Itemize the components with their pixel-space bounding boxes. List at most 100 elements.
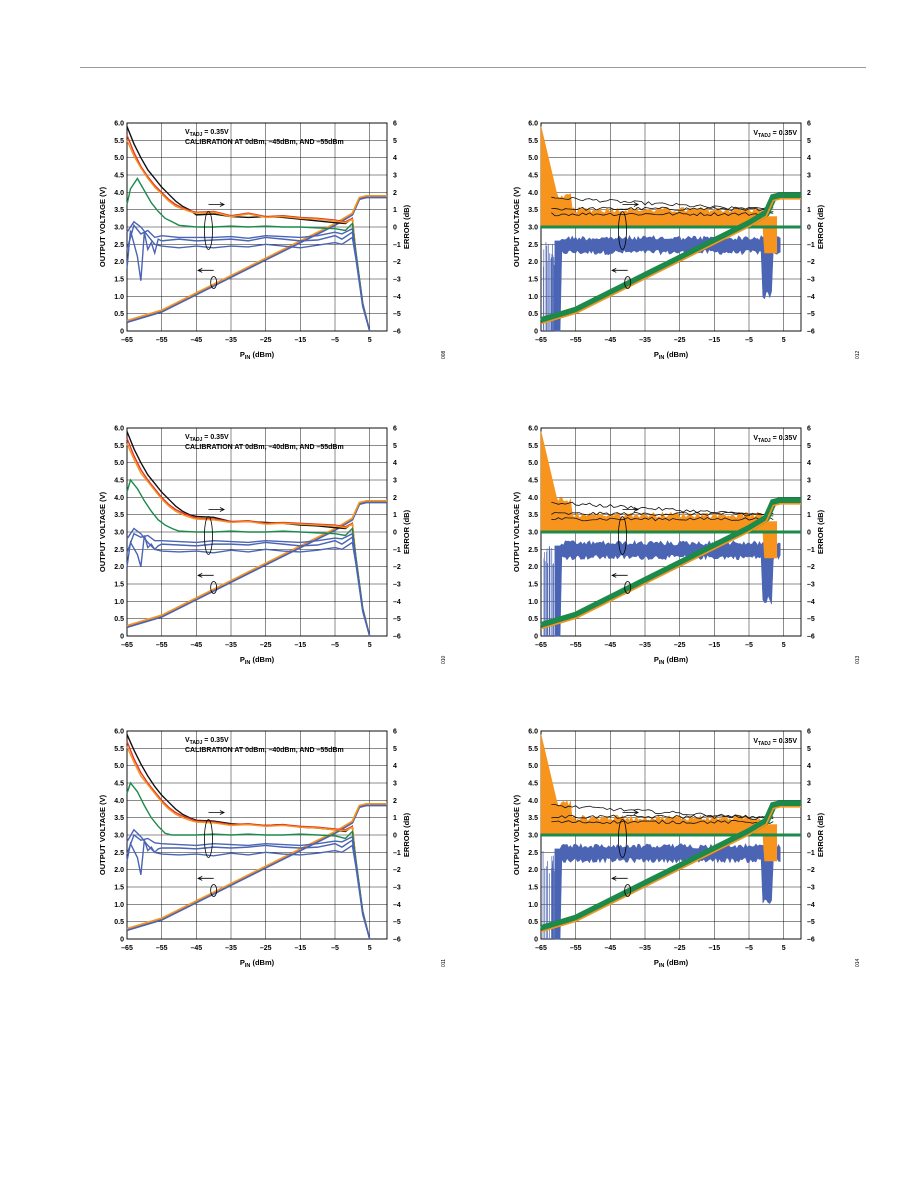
y-right-tick-label: –3 — [807, 277, 815, 284]
x-tick-label: –5 — [745, 642, 753, 649]
y-right-tick-label: –6 — [393, 634, 401, 641]
output-voltage-curve-blue — [126, 804, 387, 932]
y-right-tick-label: 6 — [393, 426, 397, 433]
y-right-tick-label: 0 — [393, 225, 397, 232]
y-left-tick-label: 2.0 — [114, 867, 124, 874]
x-tick-label: –35 — [225, 945, 237, 952]
y-right-tick-label: –3 — [807, 582, 815, 589]
y-left-tick-label: 4.5 — [528, 173, 538, 180]
y-left-tick-label: 5.0 — [528, 460, 538, 467]
callout-ellipse-error — [618, 211, 627, 250]
x-axis-label: PIN (dBm) — [654, 350, 689, 361]
error-curve-red — [126, 741, 371, 940]
x-tick-label: –15 — [708, 337, 720, 344]
x-tick-label: –15 — [294, 642, 306, 649]
y-right-tick-label: 4 — [393, 460, 397, 467]
x-tick-label: –5 — [331, 945, 339, 952]
x-tick-label: 5 — [368, 337, 372, 344]
chart-svg: 0 0.5 1.0 1.5 2.0 2.5 3.0 3.5 4.0 4.5 5.0 5.5 6.0 –6 –… — [512, 121, 861, 362]
y-right-tick-label: 0 — [807, 530, 811, 537]
x-tick-label: –45 — [604, 642, 616, 649]
output-voltage-band — [539, 800, 801, 932]
output-voltage-curve-blue — [126, 196, 387, 324]
y-left-tick-label: 1.5 — [528, 582, 538, 589]
arrow-right-icon — [622, 810, 639, 815]
y-right-tick-label: 4 — [393, 763, 397, 770]
y-left-axis-label: OUTPUT VOLTAGE (V) — [98, 794, 107, 875]
output-voltage-edge — [540, 503, 801, 630]
x-tick-label: –45 — [604, 337, 616, 344]
arrow-left-icon — [611, 875, 628, 881]
y-left-tick-label: 2.0 — [528, 867, 538, 874]
y-right-tick-label: 6 — [807, 121, 811, 128]
output-voltage-band — [539, 497, 801, 629]
y-right-axis-label: ERROR (dB) — [816, 509, 825, 554]
y-right-tick-label: –2 — [807, 867, 815, 874]
x-tick-label: –25 — [674, 337, 686, 344]
y-right-tick-label: –5 — [393, 616, 401, 623]
y-left-tick-label: 4.5 — [528, 478, 538, 485]
figure-id: 012 — [855, 350, 861, 359]
y-left-tick-label: 3.0 — [528, 530, 538, 537]
x-tick-label: –55 — [570, 337, 582, 344]
y-right-tick-label: –6 — [807, 329, 815, 336]
y-left-tick-label: 5.0 — [528, 763, 538, 770]
y-right-axis-label: ERROR (dB) — [402, 204, 411, 249]
y-right-tick-label: –6 — [393, 329, 401, 336]
y-right-tick-label: –3 — [807, 885, 815, 892]
x-tick-label: 5 — [368, 945, 372, 952]
output-voltage-curve-blue — [126, 501, 387, 629]
y-right-tick-label: –3 — [393, 582, 401, 589]
error-curve-black — [551, 206, 774, 211]
y-right-tick-label: –5 — [807, 311, 815, 318]
y-right-tick-label: 5 — [393, 746, 397, 753]
error-curve-blue — [126, 223, 371, 332]
y-right-tick-label: –3 — [393, 277, 401, 284]
error-curve-black — [551, 814, 774, 820]
output-voltage-band — [539, 192, 801, 324]
y-right-tick-label: –2 — [807, 259, 815, 266]
error-curve-black — [551, 196, 774, 213]
y-right-tick-label: 2 — [393, 495, 397, 502]
callout-ellipse-error — [204, 516, 213, 555]
x-tick-label: –5 — [745, 337, 753, 344]
y-left-tick-label: 4.5 — [114, 781, 124, 788]
y-left-tick-label: 5.0 — [528, 155, 538, 162]
annotation-vtadj: VTADJ = 0.35V — [753, 130, 797, 139]
y-left-tick-label: 1.0 — [114, 599, 124, 606]
arrow-left-icon — [197, 875, 214, 881]
error-curve-black — [551, 212, 774, 217]
y-left-tick-label: 6.0 — [528, 121, 538, 128]
error-curve-orange — [126, 140, 371, 332]
annotation-calibration: CALIBRATION AT 0dBm, –40dBm, AND –55dBm — [185, 747, 344, 754]
y-right-tick-label: –2 — [393, 259, 401, 266]
y-left-tick-label: 2.5 — [114, 547, 124, 554]
y-right-tick-label: 5 — [393, 443, 397, 450]
x-axis-label: PIN (dBm) — [240, 655, 275, 666]
arrow-right-icon — [622, 507, 639, 512]
x-tick-label: –45 — [190, 642, 202, 649]
y-left-tick-label: 6.0 — [528, 729, 538, 736]
error-band-blue — [554, 235, 781, 332]
y-left-tick-label: 1.0 — [528, 599, 538, 606]
error-curve-black — [551, 501, 774, 517]
y-left-tick-label: 0 — [120, 937, 124, 944]
x-tick-label: 5 — [782, 337, 786, 344]
y-right-tick-label: –6 — [807, 937, 815, 944]
y-right-tick-label: 6 — [393, 729, 397, 736]
x-tick-label: –5 — [745, 945, 753, 952]
y-right-tick-label: 6 — [807, 729, 811, 736]
error-curve-black — [551, 803, 774, 821]
y-left-tick-label: 5.5 — [528, 138, 538, 145]
error-curve-black — [551, 819, 774, 825]
y-left-tick-label: 1.0 — [114, 902, 124, 909]
x-tick-label: –15 — [708, 945, 720, 952]
y-right-tick-label: 3 — [393, 781, 397, 788]
y-left-tick-label: 4.0 — [528, 798, 538, 805]
y-left-tick-label: 1.0 — [114, 294, 124, 301]
y-left-tick-label: 4.0 — [114, 190, 124, 197]
chart-011: 0 0.5 1.0 1.5 2.0 2.5 3.0 3.5 4.0 4.5 5.0 5.5 6.0 –6 –… — [92, 723, 447, 981]
y-right-tick-label: –1 — [807, 242, 815, 249]
error-curve-orange — [126, 443, 371, 637]
error-curve-red — [126, 438, 371, 637]
